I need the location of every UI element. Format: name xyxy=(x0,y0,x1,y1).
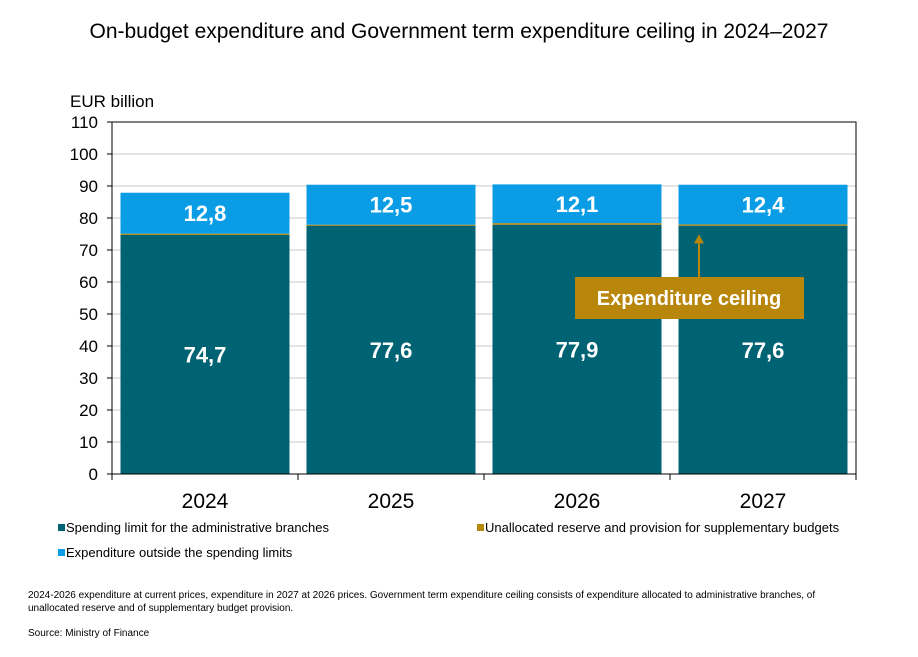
y-tick-label: 70 xyxy=(79,241,98,260)
bar-admin-branches-2024 xyxy=(120,234,290,474)
axes: 0 10 20 30 40 50 60 70 80 90 100 110 2024 2025 2026 202… xyxy=(70,113,857,513)
data-label-outside-spending-limits-2026: 12,1 xyxy=(556,192,599,217)
y-tick-label: 60 xyxy=(79,273,98,292)
bar-outside-spending-limits-2025 xyxy=(306,184,476,225)
y-tick-label: 90 xyxy=(79,177,98,196)
bar-unallocated-reserve-2027 xyxy=(678,224,848,226)
bar-outside-spending-limits-2027 xyxy=(678,184,848,225)
y-tick-label: 50 xyxy=(79,305,98,324)
y-tick-label: 100 xyxy=(70,145,98,164)
x-tick-label: 2026 xyxy=(554,490,601,513)
y-tick-label: 40 xyxy=(79,337,98,356)
y-tick-label: 0 xyxy=(89,465,98,484)
source-note: Source: Ministry of Finance xyxy=(28,628,150,639)
y-axis-label: EUR billion xyxy=(70,92,154,111)
y-tick-label: 80 xyxy=(79,209,98,228)
data-label-outside-spending-limits-2027: 12,4 xyxy=(742,193,786,218)
bar-unallocated-reserve-2024 xyxy=(120,233,290,235)
y-tick-label: 20 xyxy=(79,401,98,420)
chart-title: On-budget expenditure and Government ter… xyxy=(89,20,829,43)
annotation-arrowhead xyxy=(694,234,704,244)
legend: Spending limit for the administrative br… xyxy=(58,520,840,560)
footnote: 2024-2026 expenditure at current prices,… xyxy=(28,590,816,614)
data-label-outside-spending-limits-2024: 12,8 xyxy=(184,201,227,226)
data-label-admin-branches-2027: 77,6 xyxy=(742,338,785,363)
legend-swatch-admin-branches xyxy=(58,524,65,531)
annotation-box xyxy=(575,277,804,319)
data-label-admin-branches-2025: 77,6 xyxy=(370,338,413,363)
legend-swatch-outside-spending-limits xyxy=(58,549,65,556)
bar-unallocated-reserve-2025 xyxy=(306,224,476,226)
bar-admin-branches-2027 xyxy=(678,225,848,474)
bar-admin-branches-2025 xyxy=(306,225,476,474)
bar-outside-spending-limits-2026 xyxy=(492,184,662,224)
legend-label-unallocated-reserve: Unallocated reserve and provision for su… xyxy=(485,520,840,535)
legend-swatch-unallocated-reserve xyxy=(477,524,484,531)
x-tick-label: 2025 xyxy=(368,490,415,513)
legend-label-outside-spending-limits: Expenditure outside the spending limits xyxy=(66,545,293,560)
bars xyxy=(120,184,848,474)
x-tick-label: 2024 xyxy=(182,490,229,513)
legend-label-admin-branches: Spending limit for the administrative br… xyxy=(66,520,330,535)
bar-admin-branches-2026 xyxy=(492,224,662,474)
data-label-admin-branches-2026: 77,9 xyxy=(556,337,599,362)
x-tick-label: 2027 xyxy=(740,490,787,513)
stacked-bar-chart: EUR billion 0 10 20 30 40 50 60 70 80 90 100 110 202… xyxy=(58,92,857,560)
y-tick-label: 30 xyxy=(79,369,98,388)
y-tick-label: 10 xyxy=(79,433,98,452)
annotation-text: Expenditure ceiling xyxy=(597,288,781,310)
data-labels: 74,7 12,8 77,6 12,5 77,9 12,1 77,6 12,4 xyxy=(184,192,786,368)
bar-unallocated-reserve-2026 xyxy=(492,223,662,225)
expenditure-ceiling-annotation: Expenditure ceiling xyxy=(575,234,804,319)
y-tick-label: 110 xyxy=(71,113,98,132)
bar-outside-spending-limits-2024 xyxy=(120,192,290,234)
data-label-outside-spending-limits-2025: 12,5 xyxy=(370,193,413,218)
data-label-admin-branches-2024: 74,7 xyxy=(184,342,227,367)
